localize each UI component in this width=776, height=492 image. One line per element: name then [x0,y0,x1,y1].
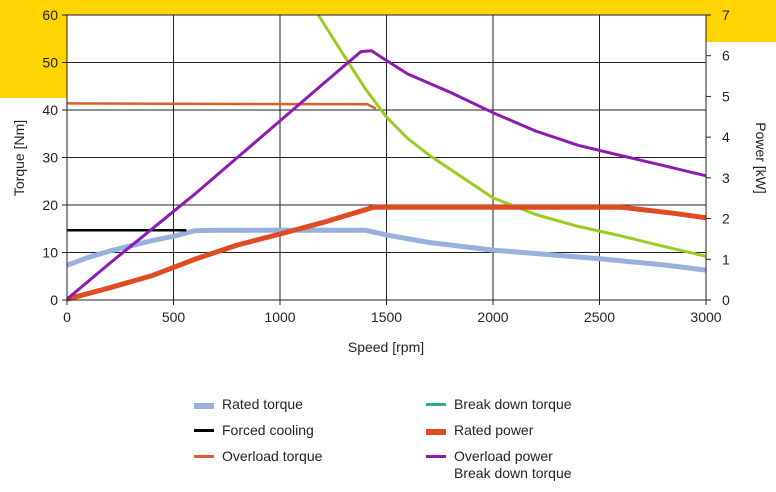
x-tick-label: 500 [162,309,186,325]
series-line-break-down-torque [317,14,707,258]
plot-frame [66,14,707,301]
x-tick-label: 3000 [690,309,721,325]
tick-labels: 0 500 1000 1500 2000 2500 30000102030405060012… [42,7,730,325]
x-tick-label: 2000 [477,309,508,325]
x-axis-label: Speed [rpm] [348,339,424,355]
y-axis-left-label: Torque [Nm] [11,120,27,196]
legend-label: Forced cooling [222,422,314,438]
y-left-tick-label: 40 [42,102,58,118]
series-line-rated-torque [66,227,707,273]
legend-swatch [194,429,214,432]
y-right-tick-label: 5 [722,88,730,104]
y-left-tick-label: 60 [42,7,58,23]
legend-label: Overload power Break down torque [454,448,572,481]
legend-label: Rated power [454,422,534,438]
legend-label: Rated torque [222,396,303,412]
legend-item: Forced cooling [194,422,426,439]
legend-item: Overload power Break down torque [426,448,634,482]
y-right-tick-label: 3 [722,170,730,186]
axes [62,14,711,305]
y-right-tick-label: 7 [722,7,730,23]
legend-item: Rated power [426,422,634,439]
y-right-tick-label: 6 [722,48,730,64]
series-layer [66,14,707,302]
y-left-tick-label: 50 [42,55,58,71]
legend-swatch [194,455,214,458]
y-right-tick-label: 1 [722,251,730,267]
legend-item: Overload torque [194,448,426,482]
legend-item: Rated torque [194,396,426,413]
y-right-tick-label: 0 [722,292,730,308]
x-tick-label: 1500 [371,309,402,325]
x-tick-label: 0 [63,309,71,325]
chart-legend: Rated torque Break down torque Forced cool… [194,396,634,482]
legend-swatch [426,455,446,458]
legend-label: Overload torque [222,448,323,464]
y-left-tick-label: 10 [42,245,58,261]
legend-swatch [194,403,214,409]
x-tick-label: 1000 [264,309,295,325]
legend-label: Break down torque [454,396,572,412]
y-axis-right-label: Power [kW] [753,122,769,194]
series-line-overload-power [66,49,707,301]
legend-swatch [426,429,446,435]
legend-swatch [426,403,446,406]
series-line-overload-torque [66,102,377,110]
y-left-tick-label: 0 [50,292,58,308]
x-tick-label: 2500 [584,309,615,325]
y-right-tick-label: 2 [722,211,730,227]
y-left-tick-label: 30 [42,150,58,166]
y-left-tick-label: 20 [42,197,58,213]
legend-item: Break down torque [426,396,634,413]
series-line-rated-power [66,204,707,302]
y-right-tick-label: 4 [722,129,730,145]
